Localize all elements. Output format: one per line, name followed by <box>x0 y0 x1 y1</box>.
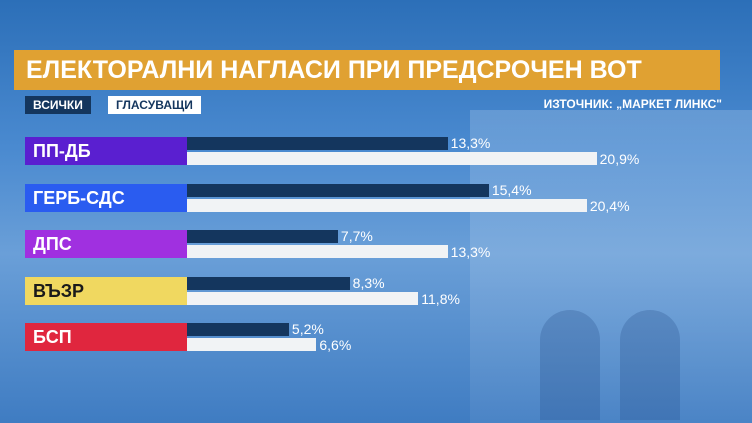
data-label: 6,6% <box>319 337 352 353</box>
chart-title: ЕЛЕКТОРАЛНИ НАГЛАСИ ПРИ ПРЕДСРОЧЕН ВОТ <box>14 50 720 90</box>
bar-voters <box>187 245 448 258</box>
legend-all: ВСИЧКИ <box>25 96 91 114</box>
legend-voters: ГЛАСУВАЩИ <box>108 96 201 114</box>
source-text: ИЗТОЧНИК: „МАРКЕТ ЛИНКС" <box>543 97 722 111</box>
bar-voters <box>187 199 587 212</box>
bar-voters <box>187 292 419 305</box>
data-label: 20,4% <box>589 198 630 214</box>
bar-voters <box>187 338 317 351</box>
data-label: 5,2% <box>291 321 324 337</box>
building-arch <box>540 310 600 420</box>
category-label: ГЕРБ-СДС <box>25 184 187 212</box>
bar-voters <box>187 152 597 165</box>
bar-all <box>187 323 289 336</box>
bar-all <box>187 184 489 197</box>
bar-all <box>187 230 338 243</box>
data-label: 11,8% <box>421 291 460 307</box>
data-label: 15,4% <box>491 182 532 198</box>
data-label: 13,3% <box>450 244 491 260</box>
category-label: ПП-ДБ <box>25 137 187 165</box>
bar-all <box>187 277 350 290</box>
data-label: 13,3% <box>450 135 491 151</box>
category-label: ВЪЗР <box>25 277 187 305</box>
category-label: ДПС <box>25 230 187 258</box>
data-label: 7,7% <box>340 228 373 244</box>
bar-all <box>187 137 448 150</box>
data-label: 20,9% <box>599 151 640 167</box>
category-label: БСП <box>25 323 187 351</box>
data-label: 8,3% <box>352 275 385 291</box>
building-arch <box>620 310 680 420</box>
